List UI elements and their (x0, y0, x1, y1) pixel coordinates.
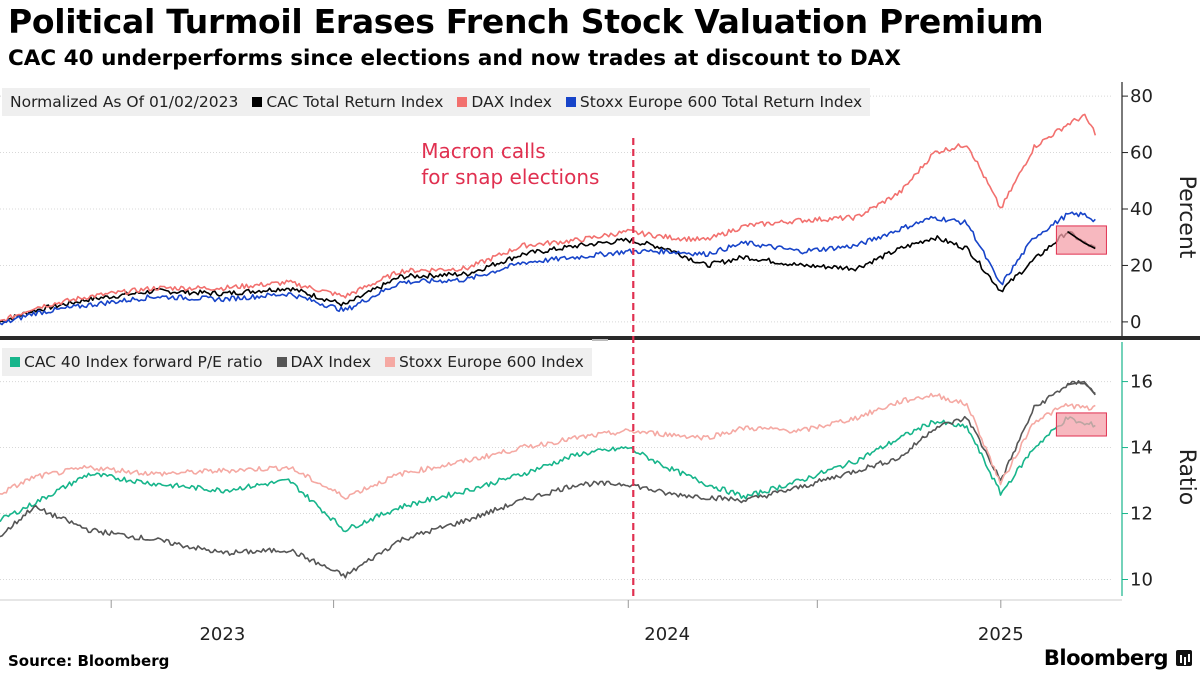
series-line-1-2 (0, 392, 1096, 500)
chart-title: Political Turmoil Erases French Stock Va… (8, 2, 1044, 41)
series-line-1-1 (0, 380, 1096, 579)
legend-swatch-stoxx-return (565, 97, 576, 107)
highlight-box-0 (1055, 225, 1107, 255)
series-line-0-2 (0, 211, 1096, 326)
legend-label-stoxx-return: Stoxx Europe 600 Total Return Index (579, 93, 863, 111)
legend-swatch-cac-pe (10, 357, 20, 367)
chart-subtitle: CAC 40 underperforms since elections and… (8, 46, 901, 71)
series-line-1-0 (0, 416, 1096, 533)
highlight-series-1 (1067, 380, 1096, 396)
legend-item-cac-pe: CAC 40 Index forward P/E ratio (10, 353, 263, 371)
y-tick-label-1-2: 14 (1130, 438, 1153, 459)
event-label-line1: Macron calls (421, 139, 545, 163)
legend-item-stoxx-return: Stoxx Europe 600 Total Return Index (565, 93, 863, 111)
legend-label-cac-return: CAC Total Return Index (266, 93, 444, 111)
bloomberg-chart-icon (1176, 650, 1192, 666)
x-tick-label-1: 2024 (644, 624, 690, 645)
separator-handle (592, 339, 608, 341)
series-line-0-1 (0, 113, 1097, 323)
legend-top: Normalized As Of 01/02/2023 CAC Total Re… (2, 88, 871, 116)
legend-top-prefix: Normalized As Of 01/02/2023 (10, 93, 239, 111)
y-tick-label-0-1: 20 (1130, 255, 1153, 276)
legend-bottom: CAC 40 Index forward P/E ratio DAX Index… (2, 348, 592, 376)
top-panel: 0 20 40 60 80 Percent (0, 82, 1199, 336)
y-tick-label-0-4: 80 (1130, 86, 1153, 107)
event-label-line2: for snap elections (421, 165, 599, 189)
legend-label-cac-pe: CAC 40 Index forward P/E ratio (24, 353, 263, 371)
y-axis-title-0: Percent (1174, 176, 1199, 259)
legend-swatch-cac-return (252, 97, 263, 107)
panel-separator (0, 336, 1200, 340)
y-tick-label-0-2: 40 (1130, 199, 1153, 220)
highlight-series-0 (1067, 230, 1096, 250)
series-line-0-0 (0, 230, 1096, 324)
y-tick-label-1-0: 10 (1130, 570, 1153, 591)
highlight-box-1 (1055, 412, 1107, 437)
legend-item-stoxx-pe: Stoxx Europe 600 Index (385, 353, 584, 371)
source-note: Source: Bloomberg (8, 652, 170, 670)
bottom-panel: 10 12 14 16 Ratio (0, 342, 1199, 596)
y-tick-label-0-3: 60 (1130, 143, 1153, 164)
y-tick-label-1-1: 12 (1130, 504, 1153, 525)
y-tick-label-1-3: 16 (1130, 372, 1153, 393)
legend-item-dax-pe: DAX Index (276, 353, 372, 371)
legend-label-dax-pe: DAX Index (290, 353, 372, 371)
x-axis: 2023 2024 2025 (0, 336, 1200, 645)
legend-swatch-dax-pe (276, 357, 287, 367)
legend-label-dax: DAX Index (471, 93, 552, 111)
brand-wordmark: Bloomberg (1043, 646, 1169, 670)
y-tick-label-0-0: 0 (1130, 312, 1141, 333)
x-tick-label-0: 2023 (199, 624, 245, 645)
legend-label-stoxx-pe: Stoxx Europe 600 Index (399, 353, 584, 371)
y-axis-title-1: Ratio (1174, 449, 1199, 505)
brand-logo: Bloomberg (1044, 646, 1192, 670)
legend-swatch-stoxx-pe (385, 357, 396, 367)
legend-item-cac-return: CAC Total Return Index (252, 93, 443, 111)
x-tick-label-2: 2025 (978, 624, 1024, 645)
legend-swatch-dax (457, 97, 468, 107)
legend-item-dax: DAX Index (457, 93, 552, 111)
